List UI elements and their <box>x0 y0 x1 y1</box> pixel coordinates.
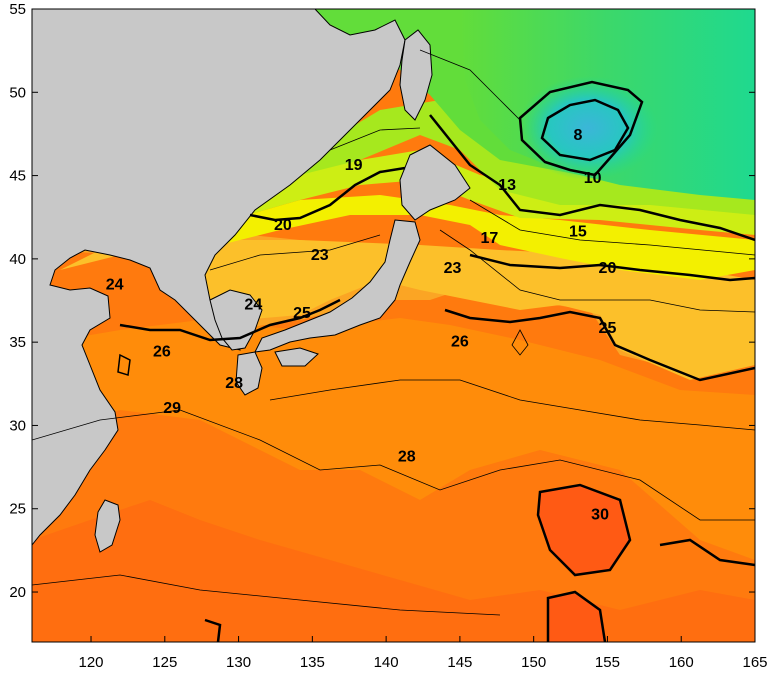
land-hokkaido <box>399 144 471 221</box>
isotherm-label: 24 <box>244 297 262 314</box>
isotherm-label: 29 <box>163 400 181 417</box>
sst-band-25 <box>60 240 755 380</box>
isotherm-thin-h <box>269 379 755 431</box>
isotherm-30-island <box>204 618 222 642</box>
x-tick-label: 120 <box>79 654 104 671</box>
isotherm-15 <box>429 114 755 242</box>
y-tick-label: 40 <box>9 251 26 268</box>
x-tick-label: 125 <box>152 654 177 671</box>
isotherm-20 <box>469 253 755 282</box>
isotherm-label: 26 <box>451 333 469 350</box>
isotherm-label: 20 <box>599 260 617 277</box>
sst-band-23 <box>200 195 755 280</box>
land-honshu <box>254 219 421 353</box>
sst-band-20 <box>230 150 755 235</box>
y-tick-label: 20 <box>9 584 26 601</box>
land-sakhalin <box>399 29 433 121</box>
isotherm-label: 24 <box>106 277 124 294</box>
x-tick-label: 155 <box>595 654 620 671</box>
sst-band-30 <box>538 485 630 575</box>
isotherm-thin-g <box>32 574 501 616</box>
isotherm-thin-e <box>329 127 421 151</box>
isotherm-thin-j <box>117 353 131 376</box>
isotherm-25-west <box>119 298 341 342</box>
y-tick-label: 30 <box>9 417 26 434</box>
isotherm-30-south <box>546 590 607 642</box>
y-tick-label: 35 <box>9 334 26 351</box>
isotherm-8 <box>540 98 630 162</box>
isotherm-thin-f <box>209 234 381 271</box>
isotherm-30 <box>536 483 632 577</box>
isotherm-thin-i <box>511 329 529 356</box>
isotherm-label: 17 <box>481 230 499 247</box>
x-axis-ticks: 120 125 130 135 140 145 150 155 160 165 <box>79 636 768 671</box>
isotherm-label: 28 <box>398 448 416 465</box>
x-tick-label: 165 <box>742 654 767 671</box>
y-tick-label: 50 <box>9 84 26 101</box>
isotherm-label: 30 <box>591 507 609 524</box>
land-mainland-asia <box>32 9 406 546</box>
isotherm-label: 8 <box>573 127 582 144</box>
isotherm-20-west <box>249 166 406 222</box>
isotherm-label: 26 <box>153 343 171 360</box>
isotherm-labels: 8 10 13 15 17 19 20 20 23 23 24 24 25 25 26 26 28 28 29 30 <box>106 127 617 524</box>
isotherm-25 <box>444 308 755 382</box>
y-tick-label: 25 <box>9 501 26 518</box>
land-taiwan <box>94 499 121 553</box>
x-tick-label: 140 <box>374 654 399 671</box>
isotherm-label: 15 <box>569 223 587 240</box>
land-shikoku <box>274 347 319 367</box>
sst-cold-pool <box>518 76 658 180</box>
isotherm-thin-d <box>419 49 521 121</box>
isotherm-30-east <box>659 538 755 567</box>
isotherm-10 <box>518 80 644 177</box>
isotherm-label: 23 <box>311 247 329 264</box>
isotherm-label: 28 <box>225 375 243 392</box>
sst-band-28 <box>32 318 755 560</box>
x-tick-label: 135 <box>300 654 325 671</box>
isotherm-label: 10 <box>584 170 602 187</box>
isotherm-thin-b <box>439 229 755 313</box>
isotherm-label: 19 <box>345 157 363 174</box>
y-axis-ticks: 20 25 30 35 40 45 50 55 <box>9 1 755 601</box>
isotherm-thin-a <box>469 199 755 256</box>
x-tick-label: 145 <box>447 654 472 671</box>
y-tick-label: 55 <box>9 1 26 18</box>
isotherm-thin-c <box>32 409 755 521</box>
x-tick-label: 160 <box>669 654 694 671</box>
isotherm-label: 23 <box>444 260 462 277</box>
isotherm-label: 13 <box>498 177 516 194</box>
x-tick-label: 130 <box>226 654 251 671</box>
y-tick-label: 45 <box>9 168 26 185</box>
land-kyushu <box>235 351 263 396</box>
plot-frame <box>31 8 756 643</box>
x-tick-label: 150 <box>521 654 546 671</box>
isotherm-label: 25 <box>599 320 617 337</box>
isotherm-label: 20 <box>274 217 292 234</box>
isotherm-label: 25 <box>293 305 311 322</box>
